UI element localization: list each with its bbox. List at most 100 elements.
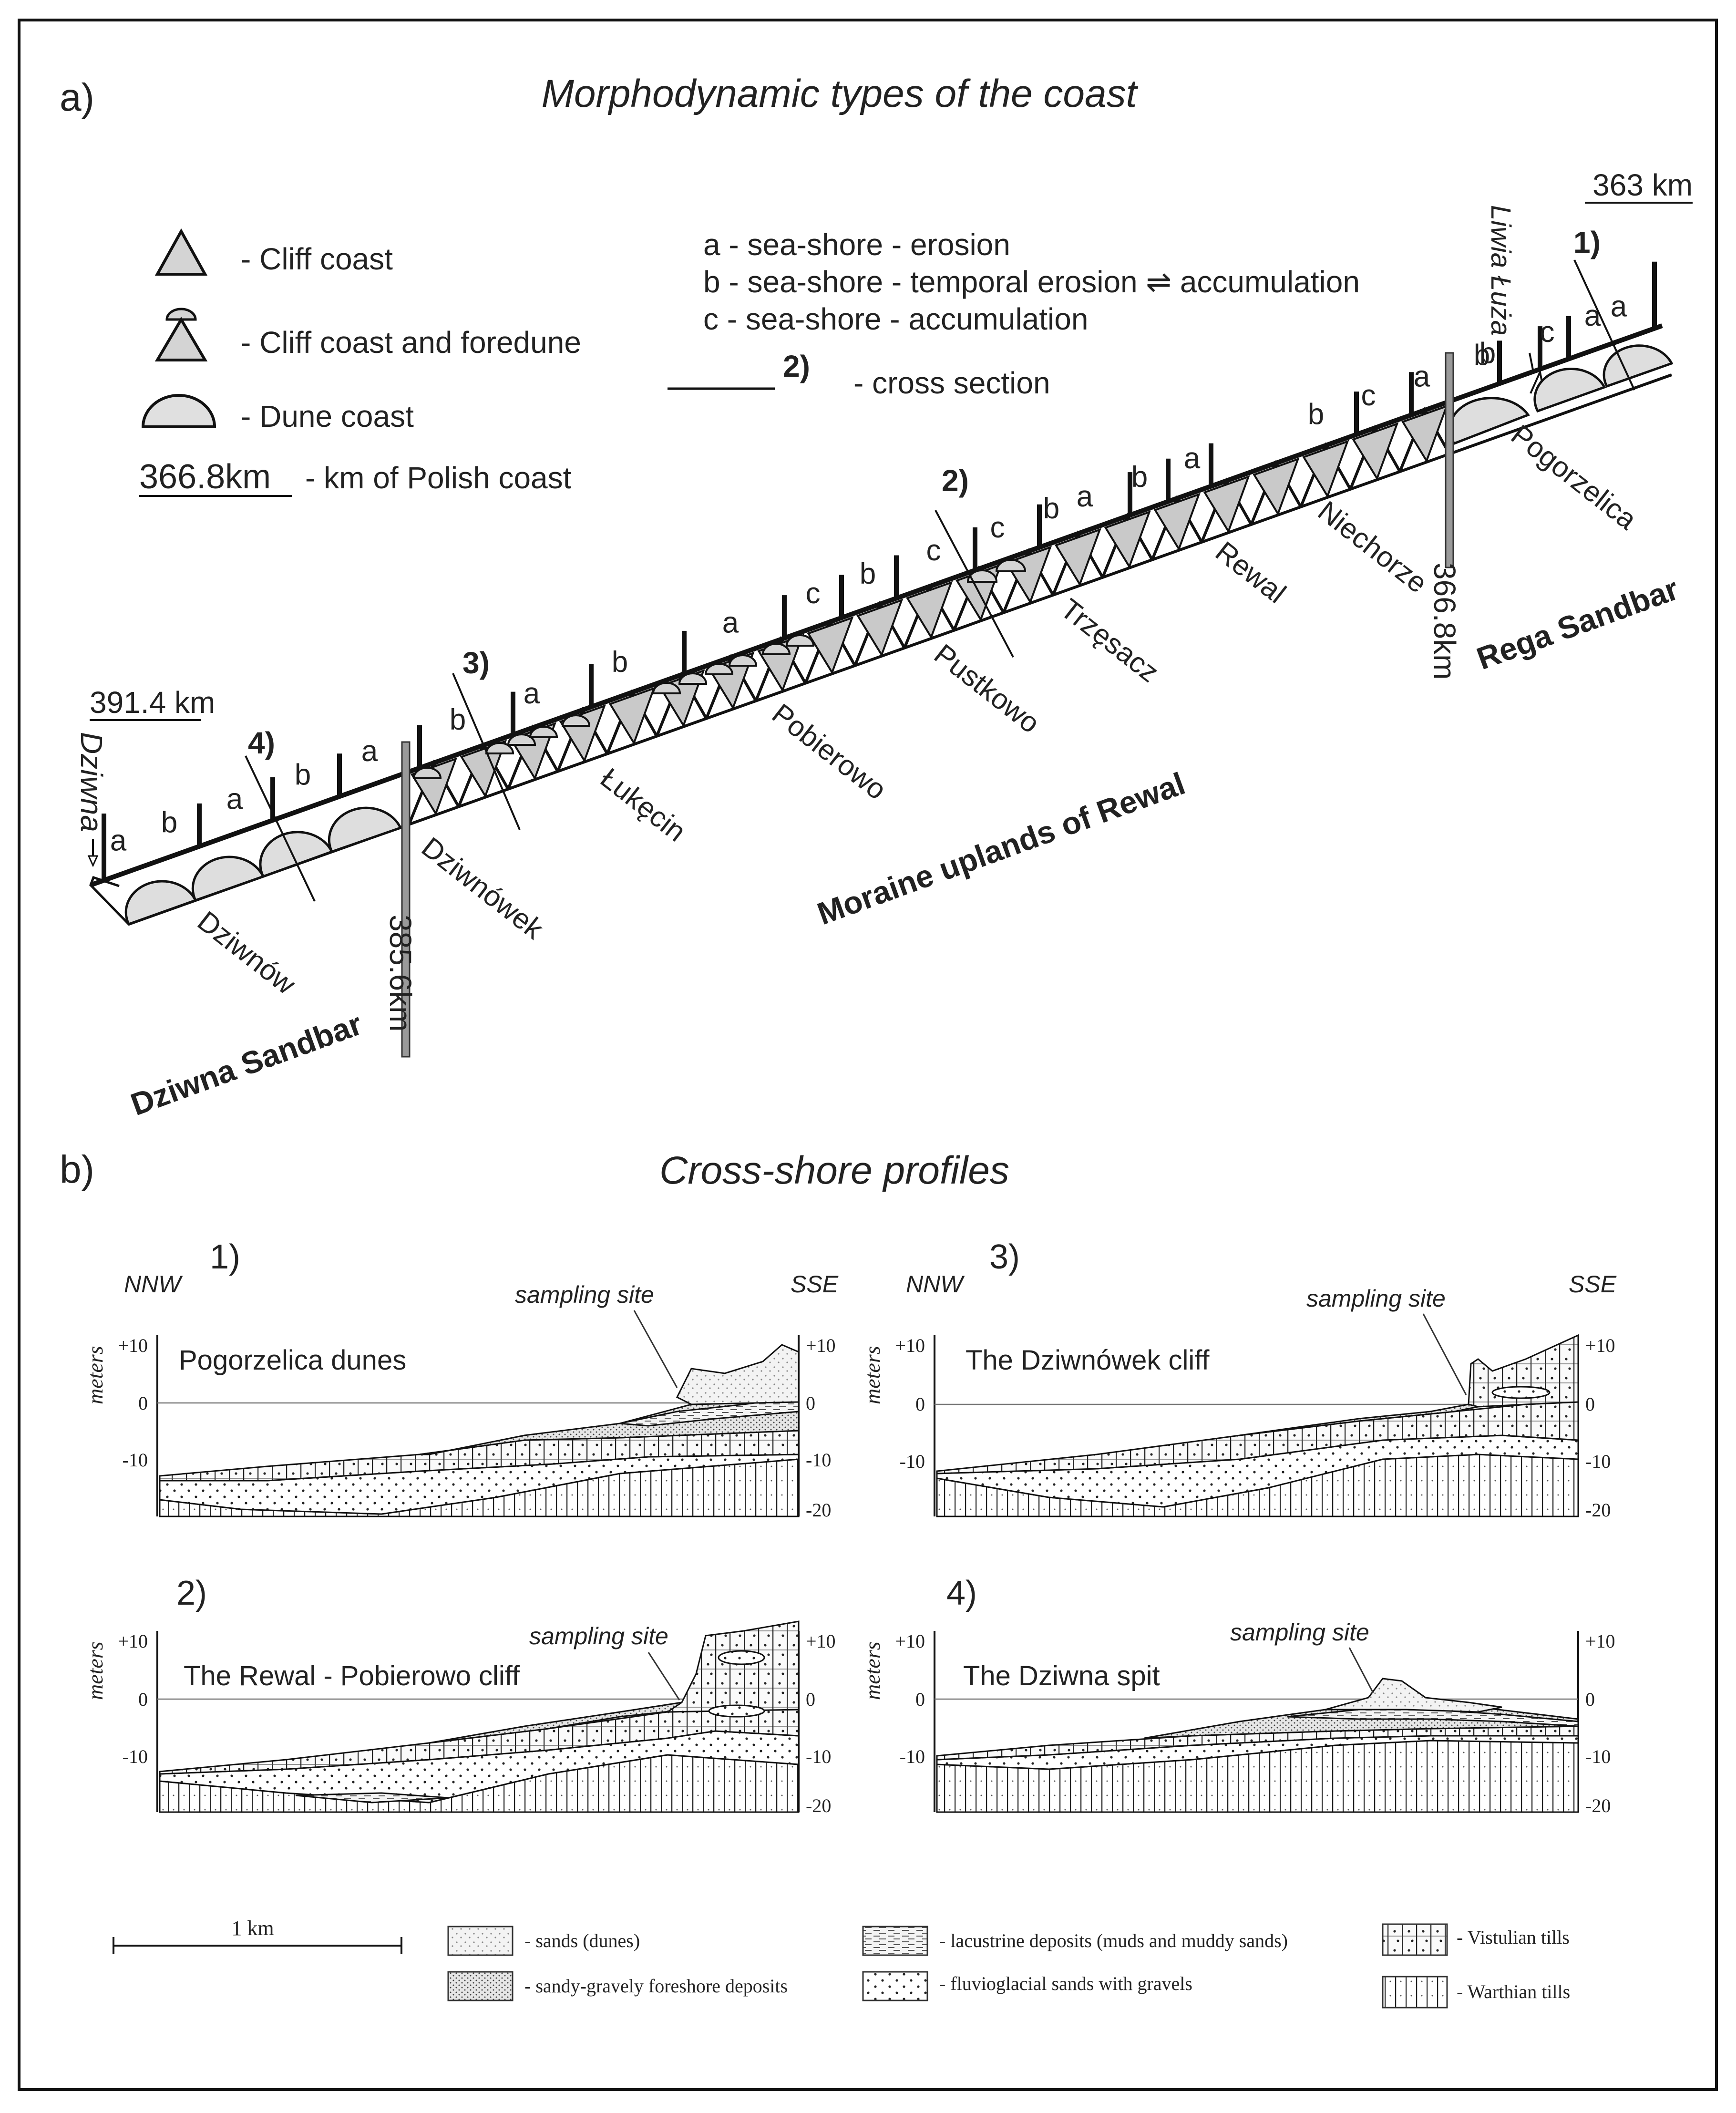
- section-number-2: 2): [942, 464, 969, 498]
- segment-label: b: [1474, 339, 1490, 372]
- km-3914-label: 391.4 km: [90, 685, 215, 720]
- cliff-frame: [903, 583, 955, 649]
- profile-4-name: The Dziwna spit: [963, 1660, 1160, 1691]
- foredune-icon: [561, 714, 591, 727]
- cliff-icon: [1253, 457, 1300, 516]
- segment-label: b: [612, 646, 628, 679]
- segment-label: b: [1308, 398, 1324, 431]
- dziwna-mouth-outline: [89, 876, 130, 925]
- dune-icon: [191, 856, 265, 902]
- cliff-frame: [1299, 442, 1352, 507]
- tick-0: 0: [1585, 1393, 1595, 1415]
- segment-label: a: [1584, 299, 1601, 332]
- segment-label: a: [722, 606, 739, 639]
- cliff-icon: [1104, 510, 1151, 569]
- legend-swatch-warthian: [1382, 1976, 1448, 2009]
- sampling-site-label: sampling site: [515, 1281, 654, 1308]
- tick-m10: -10: [1585, 1451, 1611, 1472]
- sampling-arrow: [647, 1652, 680, 1701]
- profile-4-number: 4): [946, 1574, 977, 1612]
- coast-band: [89, 323, 1674, 1058]
- profile-2: 2) meters sampling site The Rewal - Pobi…: [83, 1574, 836, 1816]
- cross-section-line-1: [1573, 259, 1635, 391]
- segment-label: b: [295, 759, 311, 792]
- profile-3-name: The Dziwnówek cliff: [966, 1345, 1210, 1376]
- tick-m10: -10: [900, 1451, 925, 1472]
- legend-a-erosion: a - sea-shore - erosion: [703, 227, 1010, 262]
- cliff-frame: [1200, 477, 1253, 543]
- profile-1-number: 1): [210, 1238, 240, 1276]
- dziwna-arrow-head-icon: [87, 855, 99, 867]
- profile-3-number: 3): [989, 1238, 1020, 1276]
- sampling-arrow: [1348, 1647, 1374, 1693]
- cliff-frame: [1150, 495, 1203, 560]
- foredune-icon: [529, 726, 558, 738]
- nnw-label: NNW: [906, 1271, 965, 1298]
- cliff-frame: [754, 636, 807, 701]
- sampling-arrow: [633, 1310, 678, 1388]
- panel-a-title: Morphodynamic types of the coast: [542, 72, 1139, 115]
- cliff-frame: [408, 759, 460, 825]
- sampling-site-label: sampling site: [529, 1623, 668, 1649]
- sse-label: SSE: [1569, 1271, 1617, 1298]
- legend-fluvio: - fluvioglacial sands with gravels: [939, 1973, 1192, 1994]
- dune-icon: [1533, 368, 1606, 413]
- segment-label: a: [226, 783, 243, 816]
- tick-0: 0: [1585, 1689, 1595, 1710]
- cliff-frame: [1398, 407, 1451, 473]
- cliff-icon: [906, 581, 953, 639]
- tick-m10: -10: [123, 1746, 148, 1767]
- panel-b: b) Cross-shore profiles NNW SSE 1) meter…: [60, 1148, 1617, 2009]
- segment-label: b: [1479, 337, 1496, 370]
- profile-3: NNW SSE 3) meters sampling site The Dziw…: [860, 1238, 1617, 1521]
- segment-label: c: [806, 577, 821, 610]
- tick-0: 0: [806, 1392, 815, 1414]
- legend-swatch-vistulian: [1382, 1923, 1448, 1956]
- cliff-frame: [1349, 424, 1401, 490]
- tick-m10: -10: [806, 1449, 831, 1471]
- legend-cliff-foredune: - Cliff coast and foredune: [241, 325, 581, 360]
- profile-2-name: The Rewal - Pobierowo cliff: [184, 1660, 520, 1691]
- cliff-icon: [807, 616, 854, 675]
- legend-c-accumulation: c - sea-shore - accumulation: [703, 302, 1088, 336]
- cliff-foredune-symbol-icon: [154, 317, 208, 361]
- cliff-icon: [1302, 440, 1349, 498]
- segment-label: b: [860, 557, 876, 590]
- segment-label: c: [1361, 379, 1376, 412]
- cliff-frame: [1002, 548, 1055, 613]
- legend-a: - Cliff coast - Cliff coast and foredune…: [139, 227, 1360, 497]
- sampling-arrow: [1422, 1313, 1467, 1395]
- meters-label: meters: [860, 1346, 884, 1404]
- foredune-icon: [966, 569, 998, 583]
- tick-0: 0: [915, 1689, 925, 1710]
- cliff-frame: [655, 671, 708, 737]
- foredune-icon: [507, 733, 536, 746]
- foredune-symbol-icon: [165, 308, 197, 321]
- cliff-frame: [705, 654, 757, 719]
- foredune-icon: [761, 643, 791, 655]
- cliff-frame: [953, 566, 1005, 631]
- foredune-caps: [412, 559, 1027, 779]
- segment-label: a: [110, 824, 127, 857]
- place-dziwna: Dziwna: [74, 732, 109, 832]
- coast-top-line: [90, 323, 1663, 887]
- segment-label: a: [1611, 290, 1627, 323]
- km-3668-label: 366.8km: [1428, 563, 1462, 680]
- tick-p10: +10: [1585, 1335, 1615, 1356]
- legend-km-value: 366.8km: [139, 458, 271, 496]
- layer-lacustrine: [619, 1396, 800, 1427]
- cliff-icon: [1203, 475, 1250, 534]
- tick-p10: +10: [895, 1335, 925, 1356]
- dune-symbol-icon: [141, 394, 216, 428]
- tick-0: 0: [915, 1393, 925, 1415]
- liwia-arrow: [1529, 352, 1534, 372]
- dune-icon: [124, 880, 197, 926]
- foredune-icon: [652, 682, 681, 694]
- tick-m10: -10: [806, 1746, 831, 1767]
- meters-label: meters: [83, 1641, 107, 1700]
- foredune-icon: [485, 742, 514, 754]
- layer-sands: [1325, 1678, 1502, 1713]
- cliff-frame: [556, 706, 609, 772]
- foredune-icon: [412, 767, 442, 779]
